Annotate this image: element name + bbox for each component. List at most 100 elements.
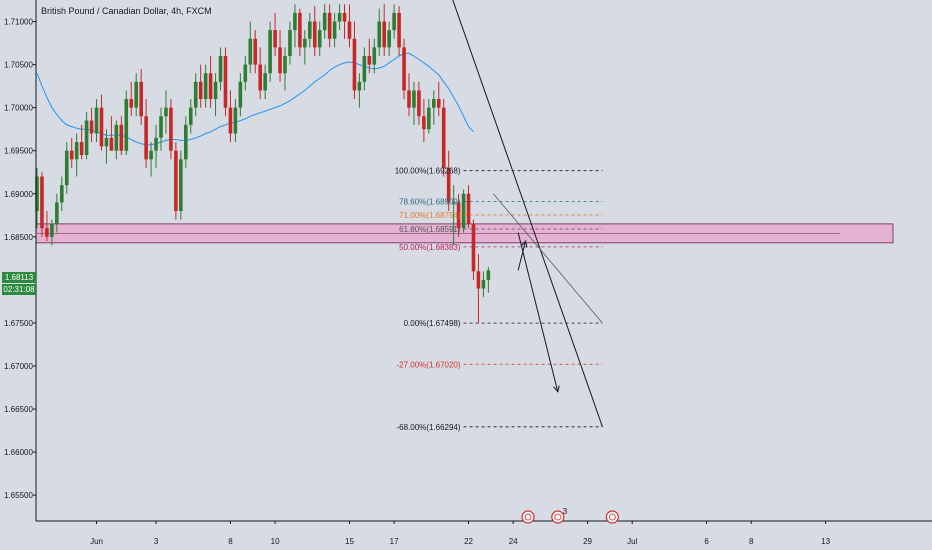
candle-body xyxy=(60,185,64,203)
fib-level-label: 78.60%(1.68909) xyxy=(399,198,461,207)
candle-body xyxy=(446,167,451,203)
candle-body xyxy=(461,193,466,229)
time-tick-label: Jun xyxy=(90,537,103,546)
flag-icon-inner xyxy=(554,513,562,521)
fib-level-label: 71.00%(1.68754) xyxy=(399,211,461,220)
fib-level-label: -27.00%(1.67020) xyxy=(397,360,461,369)
fib-level-label: 50.00%(1.68383) xyxy=(399,243,461,252)
candle-body xyxy=(198,81,203,100)
moving-average-line xyxy=(36,52,474,146)
candle-body xyxy=(258,64,262,91)
candle-body xyxy=(193,81,198,108)
price-axis: 1.71000 1.70500 1.70000 1.69500 1.69000 1.685… xyxy=(4,0,37,521)
time-tick-label: 3 xyxy=(154,537,159,546)
candle-body xyxy=(387,30,391,48)
candle-body xyxy=(74,142,79,160)
time-tick-label: Jul xyxy=(627,537,637,546)
price-tick-label: 1.70000 xyxy=(4,104,33,113)
candle-body xyxy=(109,137,114,151)
candle-body xyxy=(377,21,382,48)
candle-body xyxy=(139,81,143,117)
candle-body xyxy=(134,81,138,108)
candle-body xyxy=(253,38,258,65)
candlestick-series xyxy=(35,4,491,323)
trendlines xyxy=(452,0,603,427)
candle-body xyxy=(352,38,357,91)
fibonacci-levels: 100.00%(1.69268) 78.60%(1.68909) 71.00%(1.… xyxy=(395,167,603,432)
candle-body xyxy=(94,107,99,134)
candle-body xyxy=(471,223,476,272)
time-tick-label: 24 xyxy=(509,537,518,546)
event-gbp-2[interactable]: 3 xyxy=(551,507,568,524)
fib-level-label: 61.80%(1.68591) xyxy=(399,225,461,234)
candle-body xyxy=(55,202,59,224)
candle-body xyxy=(392,12,396,31)
candle-body xyxy=(347,21,352,39)
candle-body xyxy=(218,55,223,82)
price-tick-label: 1.68500 xyxy=(4,233,33,242)
candle-body xyxy=(303,38,307,48)
candle-body xyxy=(45,228,49,237)
candle-body xyxy=(213,81,218,100)
time-tick-label: 10 xyxy=(271,537,280,546)
candle-body xyxy=(174,150,178,211)
candle-body xyxy=(119,124,124,151)
bar-countdown-badge: 02:31:08 xyxy=(2,284,36,295)
flag-icon xyxy=(605,510,619,524)
chart-title: British Pound / Canadian Dollar, 4h, FXC… xyxy=(41,6,212,16)
event-cad[interactable] xyxy=(605,510,619,524)
candle-body xyxy=(357,81,362,91)
candle-body xyxy=(362,55,367,82)
candle-body xyxy=(149,150,153,160)
candle-body xyxy=(114,124,119,151)
candle-body xyxy=(179,159,183,211)
candle-body xyxy=(129,99,134,108)
candle-body xyxy=(283,55,287,74)
fib-level-label: 0.00%(1.67498) xyxy=(404,319,461,328)
candle-body xyxy=(397,12,401,48)
economic-events[interactable]: 3 xyxy=(521,507,619,524)
candle-body xyxy=(159,116,163,138)
candle-body xyxy=(50,223,54,237)
candle-body xyxy=(317,30,322,48)
event-gbp-1[interactable] xyxy=(521,510,535,524)
time-tick-label: 8 xyxy=(749,537,754,546)
candle-body xyxy=(436,99,441,108)
candle-body xyxy=(35,176,39,211)
price-tick-label: 1.66000 xyxy=(4,448,33,457)
candle-body xyxy=(248,38,253,65)
price-tick-label: 1.69000 xyxy=(4,190,33,199)
candle-body xyxy=(407,90,411,108)
time-tick-label: 22 xyxy=(464,537,473,546)
candle-body xyxy=(233,107,238,134)
candle-body xyxy=(327,12,332,39)
candle-body xyxy=(99,107,104,147)
candle-body xyxy=(427,107,431,130)
candle-body xyxy=(40,176,44,229)
candle-body xyxy=(332,21,337,39)
candle-body xyxy=(89,120,94,134)
flag-icon-inner xyxy=(524,513,532,521)
candle-body xyxy=(466,193,471,224)
price-tick-label: 1.69500 xyxy=(4,147,33,156)
event-count: 3 xyxy=(563,507,568,516)
candle-body xyxy=(84,120,89,156)
candle-body xyxy=(184,124,188,160)
price-tick-label: 1.66500 xyxy=(4,405,33,414)
time-tick-label: 15 xyxy=(345,537,354,546)
flag-icon xyxy=(551,510,565,524)
candle-body xyxy=(308,21,312,39)
candle-body xyxy=(154,137,158,151)
candle-body xyxy=(243,64,248,82)
time-tick-label: 6 xyxy=(704,537,709,546)
candle-body xyxy=(412,90,416,108)
fib-level-label: 100.00%(1.69268) xyxy=(395,167,461,176)
trendline xyxy=(452,0,603,427)
candle-body xyxy=(372,47,377,65)
candle-body xyxy=(441,107,446,168)
candle-body xyxy=(273,30,277,48)
flag-icon-inner xyxy=(608,513,616,521)
candle-body xyxy=(432,99,436,108)
